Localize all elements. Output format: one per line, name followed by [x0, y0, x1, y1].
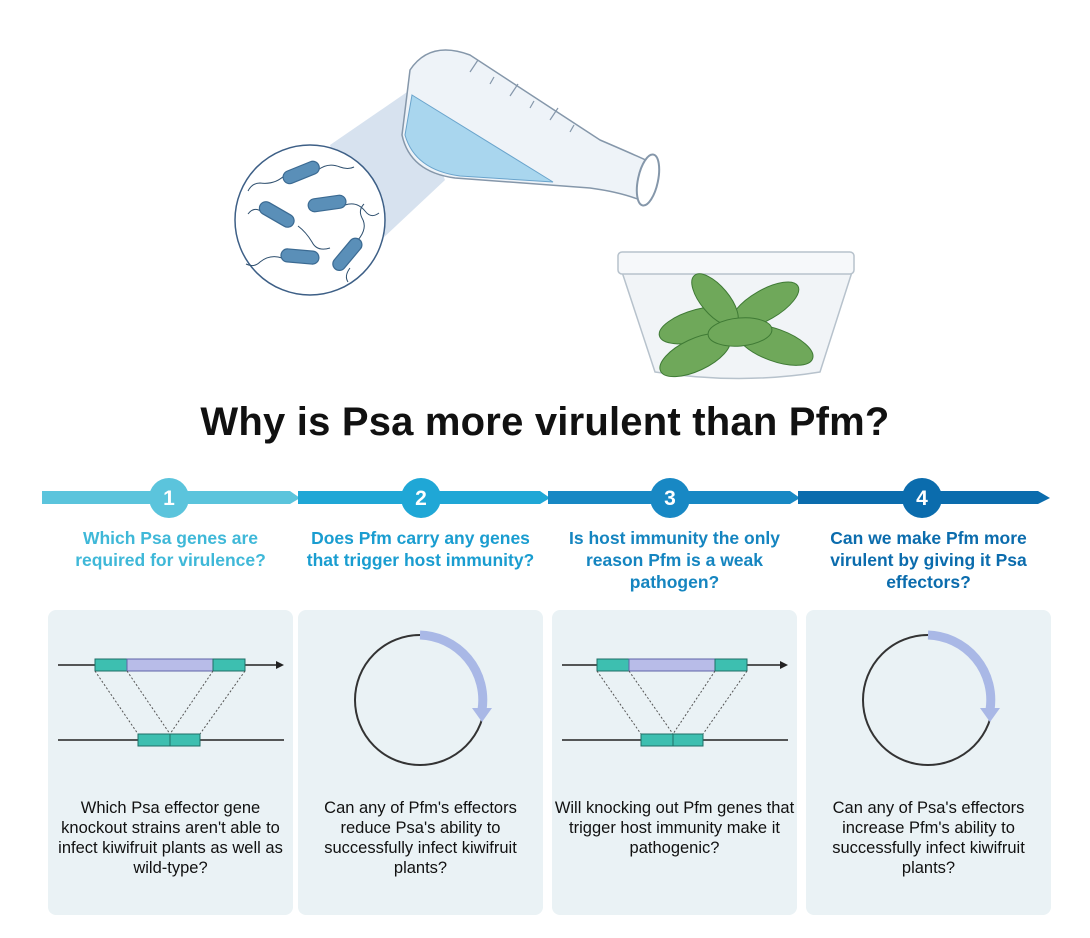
gene-knockout-diagram-1 — [58, 658, 284, 747]
flask-icon — [401, 49, 661, 207]
plasmid-diagram-4 — [862, 630, 1000, 766]
step-3-question: Is host immunity the only reason Pfm is … — [569, 528, 780, 592]
step-1-caption: Which Psa effector gene knockout strains… — [58, 799, 283, 877]
arrow-head-icon — [472, 708, 492, 722]
page-title: Why is Psa more virulent than Pfm? — [200, 400, 890, 444]
step-banner: 1 2 3 4 — [42, 478, 1050, 518]
svg-text:1: 1 — [163, 487, 175, 510]
leaf-icon — [658, 273, 814, 378]
step-4-question: Can we make Pfm more virulent by giving … — [830, 528, 1027, 592]
plant-container-icon — [617, 251, 855, 380]
step-2-caption: Can any of Pfm's effectors reduce Psa's … — [324, 799, 517, 877]
step-4-badge: 4 — [902, 478, 942, 518]
step-3-badge: 3 — [650, 478, 690, 518]
step-2-card — [298, 610, 543, 915]
step-1-question: Which Psa genes are required for virulen… — [75, 528, 266, 570]
bacteria-inset — [234, 144, 386, 296]
bacterium-icon — [258, 160, 363, 271]
step-4-caption: Can any of Psa's effectors increase Pfm'… — [832, 799, 1025, 877]
step-1-badge: 1 — [149, 478, 189, 518]
svg-text:2: 2 — [415, 487, 427, 510]
step-2-badge: 2 — [401, 478, 441, 518]
step-4-card — [806, 610, 1051, 915]
svg-text:3: 3 — [664, 487, 676, 510]
illustration — [234, 49, 855, 380]
arrow-head-icon — [980, 708, 1000, 722]
plasmid-diagram-2 — [354, 630, 492, 766]
step-2-question: Does Pfm carry any genes that trigger ho… — [306, 528, 535, 570]
svg-text:4: 4 — [916, 487, 928, 510]
step-3-caption: Will knocking out Pfm genes that trigger… — [554, 799, 795, 857]
gene-knockout-diagram-3 — [562, 658, 788, 747]
